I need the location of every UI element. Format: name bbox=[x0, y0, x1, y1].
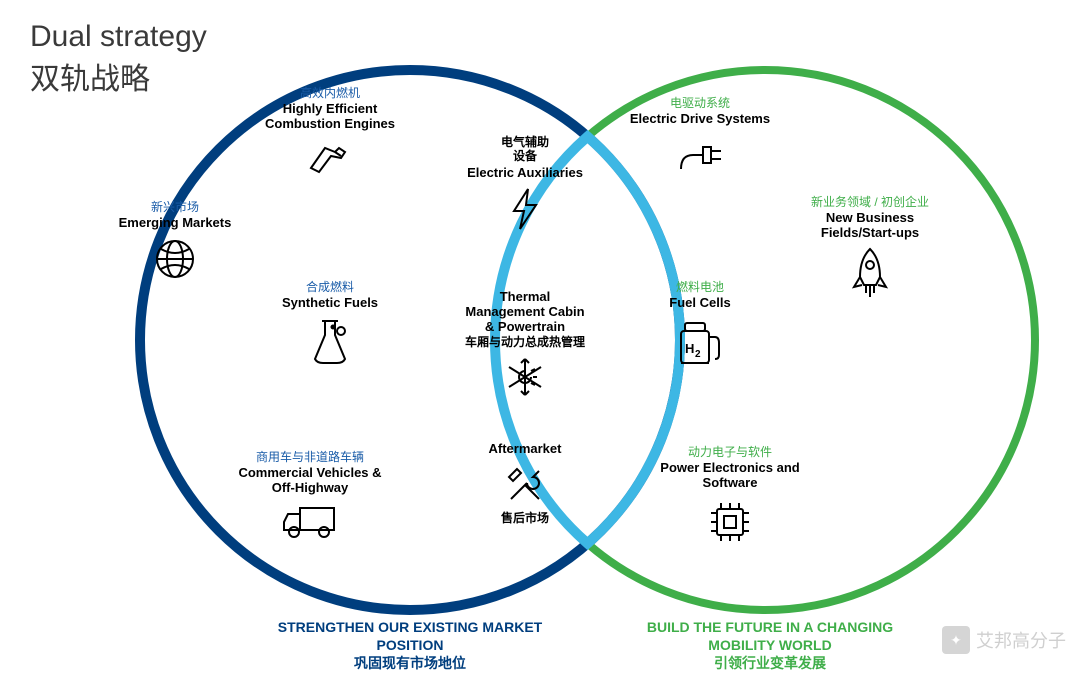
left-item: 商用车与非道路车辆 Commercial Vehicles & Off-Highw… bbox=[230, 450, 390, 542]
item-en-label: Electric Auxiliaries bbox=[460, 166, 590, 181]
item-cn-label: 电气辅助设备 bbox=[460, 135, 590, 164]
caption-cn: 巩固现有市场地位 bbox=[260, 654, 560, 672]
item-en-label: Fuel Cells bbox=[620, 296, 780, 311]
item-cn-label: 燃料电池 bbox=[620, 280, 780, 294]
watermark: ✦ 艾邦高分子 bbox=[942, 626, 1066, 654]
right-item: 动力电子与软件 Power Electronics and Software bbox=[650, 445, 810, 547]
left-item: 合成燃料 Synthetic Fuels bbox=[250, 280, 410, 367]
h2-icon: H2 bbox=[620, 317, 780, 371]
mid-item: Aftermarket 售后市场 bbox=[460, 440, 590, 525]
flask-icon bbox=[250, 317, 410, 367]
right-item: 新业务领域 / 初创企业 New Business Fields/Start-up… bbox=[790, 195, 950, 301]
item-cn-label: 车厢与动力总成热管理 bbox=[460, 335, 590, 349]
item-cn-label: 电驱动系统 bbox=[620, 96, 780, 110]
mid-item: Thermal Management Cabin & Powertrain车厢与… bbox=[460, 288, 590, 399]
svg-text:2: 2 bbox=[695, 349, 701, 360]
wechat-icon: ✦ bbox=[942, 626, 970, 654]
item-cn-label: 售后市场 bbox=[460, 511, 590, 525]
chip-icon bbox=[650, 497, 810, 547]
caption-en: STRENGTHEN OUR EXISTING MARKET POSITION bbox=[278, 619, 542, 653]
left-item: 高效内燃机 Highly Efficient Combustion Engines bbox=[250, 86, 410, 178]
item-cn-label: 高效内燃机 bbox=[250, 86, 410, 100]
bolt-icon bbox=[460, 187, 590, 231]
item-en-label: Commercial Vehicles & Off-Highway bbox=[230, 466, 390, 496]
watermark-text: 艾邦高分子 bbox=[976, 627, 1066, 653]
caption-right: BUILD THE FUTURE IN A CHANGING MOBILITY … bbox=[620, 618, 920, 673]
item-en-label: Emerging Markets bbox=[95, 216, 255, 231]
caption-en: BUILD THE FUTURE IN A CHANGING MOBILITY … bbox=[647, 619, 893, 653]
fuel-pump-icon bbox=[250, 138, 410, 178]
rocket-icon bbox=[790, 247, 950, 301]
item-en-label: Highly Efficient Combustion Engines bbox=[250, 102, 410, 132]
plug-icon bbox=[620, 133, 780, 177]
item-cn-label: 商用车与非道路车辆 bbox=[230, 450, 390, 464]
item-en-label: New Business Fields/Start-ups bbox=[790, 211, 950, 241]
left-item: 新兴市场 Emerging Markets bbox=[95, 200, 255, 281]
item-cn-label: 新业务领域 / 初创企业 bbox=[790, 195, 950, 209]
item-en-label: Power Electronics and Software bbox=[650, 461, 810, 491]
right-item: 燃料电池 Fuel Cells H2 bbox=[620, 280, 780, 371]
mid-item: 电气辅助设备 Electric Auxiliaries bbox=[460, 135, 590, 231]
truck-icon bbox=[230, 502, 390, 542]
right-item: 电驱动系统 Electric Drive Systems bbox=[620, 96, 780, 177]
item-en-label: Thermal Management Cabin & Powertrain bbox=[460, 290, 590, 335]
item-cn-label: 新兴市场 bbox=[95, 200, 255, 214]
svg-text:H: H bbox=[685, 341, 694, 356]
item-en-label: Electric Drive Systems bbox=[620, 112, 780, 127]
tools-icon bbox=[460, 463, 590, 507]
item-en-label: Synthetic Fuels bbox=[250, 296, 410, 311]
item-cn-label: 合成燃料 bbox=[250, 280, 410, 294]
caption-left: STRENGTHEN OUR EXISTING MARKET POSITION巩… bbox=[260, 618, 560, 673]
snowflake-icon bbox=[460, 355, 590, 399]
caption-cn: 引领行业变革发展 bbox=[620, 654, 920, 672]
item-en-label: Aftermarket bbox=[460, 442, 590, 457]
item-cn-label: 动力电子与软件 bbox=[650, 445, 810, 459]
globe-icon bbox=[95, 237, 255, 281]
